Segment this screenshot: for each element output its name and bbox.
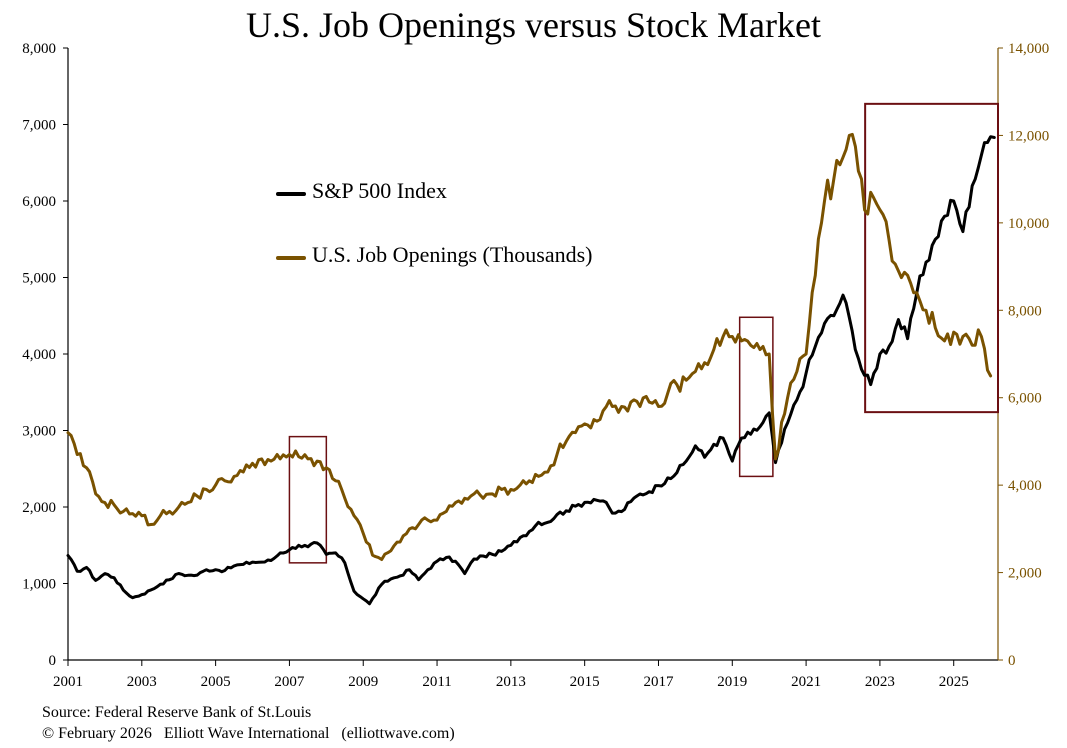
right-tick-label: 12,000 — [1008, 128, 1049, 144]
legend-line-job-openings — [276, 256, 306, 260]
left-tick-label: 0 — [49, 653, 57, 669]
source-note: Source: Federal Reserve Bank of St.Louis — [42, 704, 312, 721]
right-tick-label: 6,000 — [1008, 391, 1042, 407]
right-tick-label: 14,000 — [1008, 41, 1049, 57]
x-tick-label: 2025 — [939, 674, 969, 690]
left-tick-label: 7,000 — [22, 118, 56, 134]
x-tick-label: 2019 — [717, 674, 747, 690]
legend-label-job-openings: U.S. Job Openings (Thousands) — [312, 242, 593, 267]
left-tick-label: 8,000 — [22, 41, 56, 57]
left-tick-label: 2,000 — [22, 500, 56, 516]
left-tick-label: 5,000 — [22, 271, 56, 287]
highlight-box — [288, 435, 328, 564]
left-tick-label: 1,000 — [22, 577, 56, 593]
legend-label-sp500: S&P 500 Index — [312, 178, 447, 203]
x-tick-label: 2023 — [865, 674, 895, 690]
x-tick-label: 2009 — [348, 674, 378, 690]
x-tick-label: 2013 — [496, 674, 526, 690]
x-tick-label: 2015 — [570, 674, 600, 690]
x-tick-label: 2001 — [53, 674, 83, 690]
highlight-box — [864, 102, 1000, 414]
x-tick-label: 2005 — [201, 674, 231, 690]
right-tick-label: 4,000 — [1008, 478, 1042, 494]
axes: 0 1,000 2,000 3,000 4,000 5,000 6,000 7,000 8,00… — [22, 41, 1049, 690]
x-tick-label: 2011 — [422, 674, 451, 690]
copyright-note: © February 2026 Elliott Wave Internation… — [42, 725, 455, 742]
right-tick-label: 10,000 — [1008, 216, 1049, 232]
x-tick-label: 2021 — [791, 674, 821, 690]
chart-title: U.S. Job Openings versus Stock Market — [246, 5, 821, 45]
series-layer — [66, 132, 996, 606]
left-tick-label: 4,000 — [22, 347, 56, 363]
legend-line-sp500 — [276, 192, 306, 196]
x-tick-label: 2007 — [274, 674, 305, 690]
right-tick-label: 8,000 — [1008, 303, 1042, 319]
x-tick-label: 2003 — [127, 674, 157, 690]
right-tick-label: 2,000 — [1008, 566, 1042, 582]
series-line-sp500 — [66, 135, 996, 606]
series-line-job-openings — [66, 132, 993, 561]
right-tick-label: 0 — [1008, 653, 1016, 669]
left-tick-label: 6,000 — [22, 194, 56, 210]
left-tick-label: 3,000 — [22, 424, 56, 440]
x-tick-label: 2017 — [643, 674, 674, 690]
